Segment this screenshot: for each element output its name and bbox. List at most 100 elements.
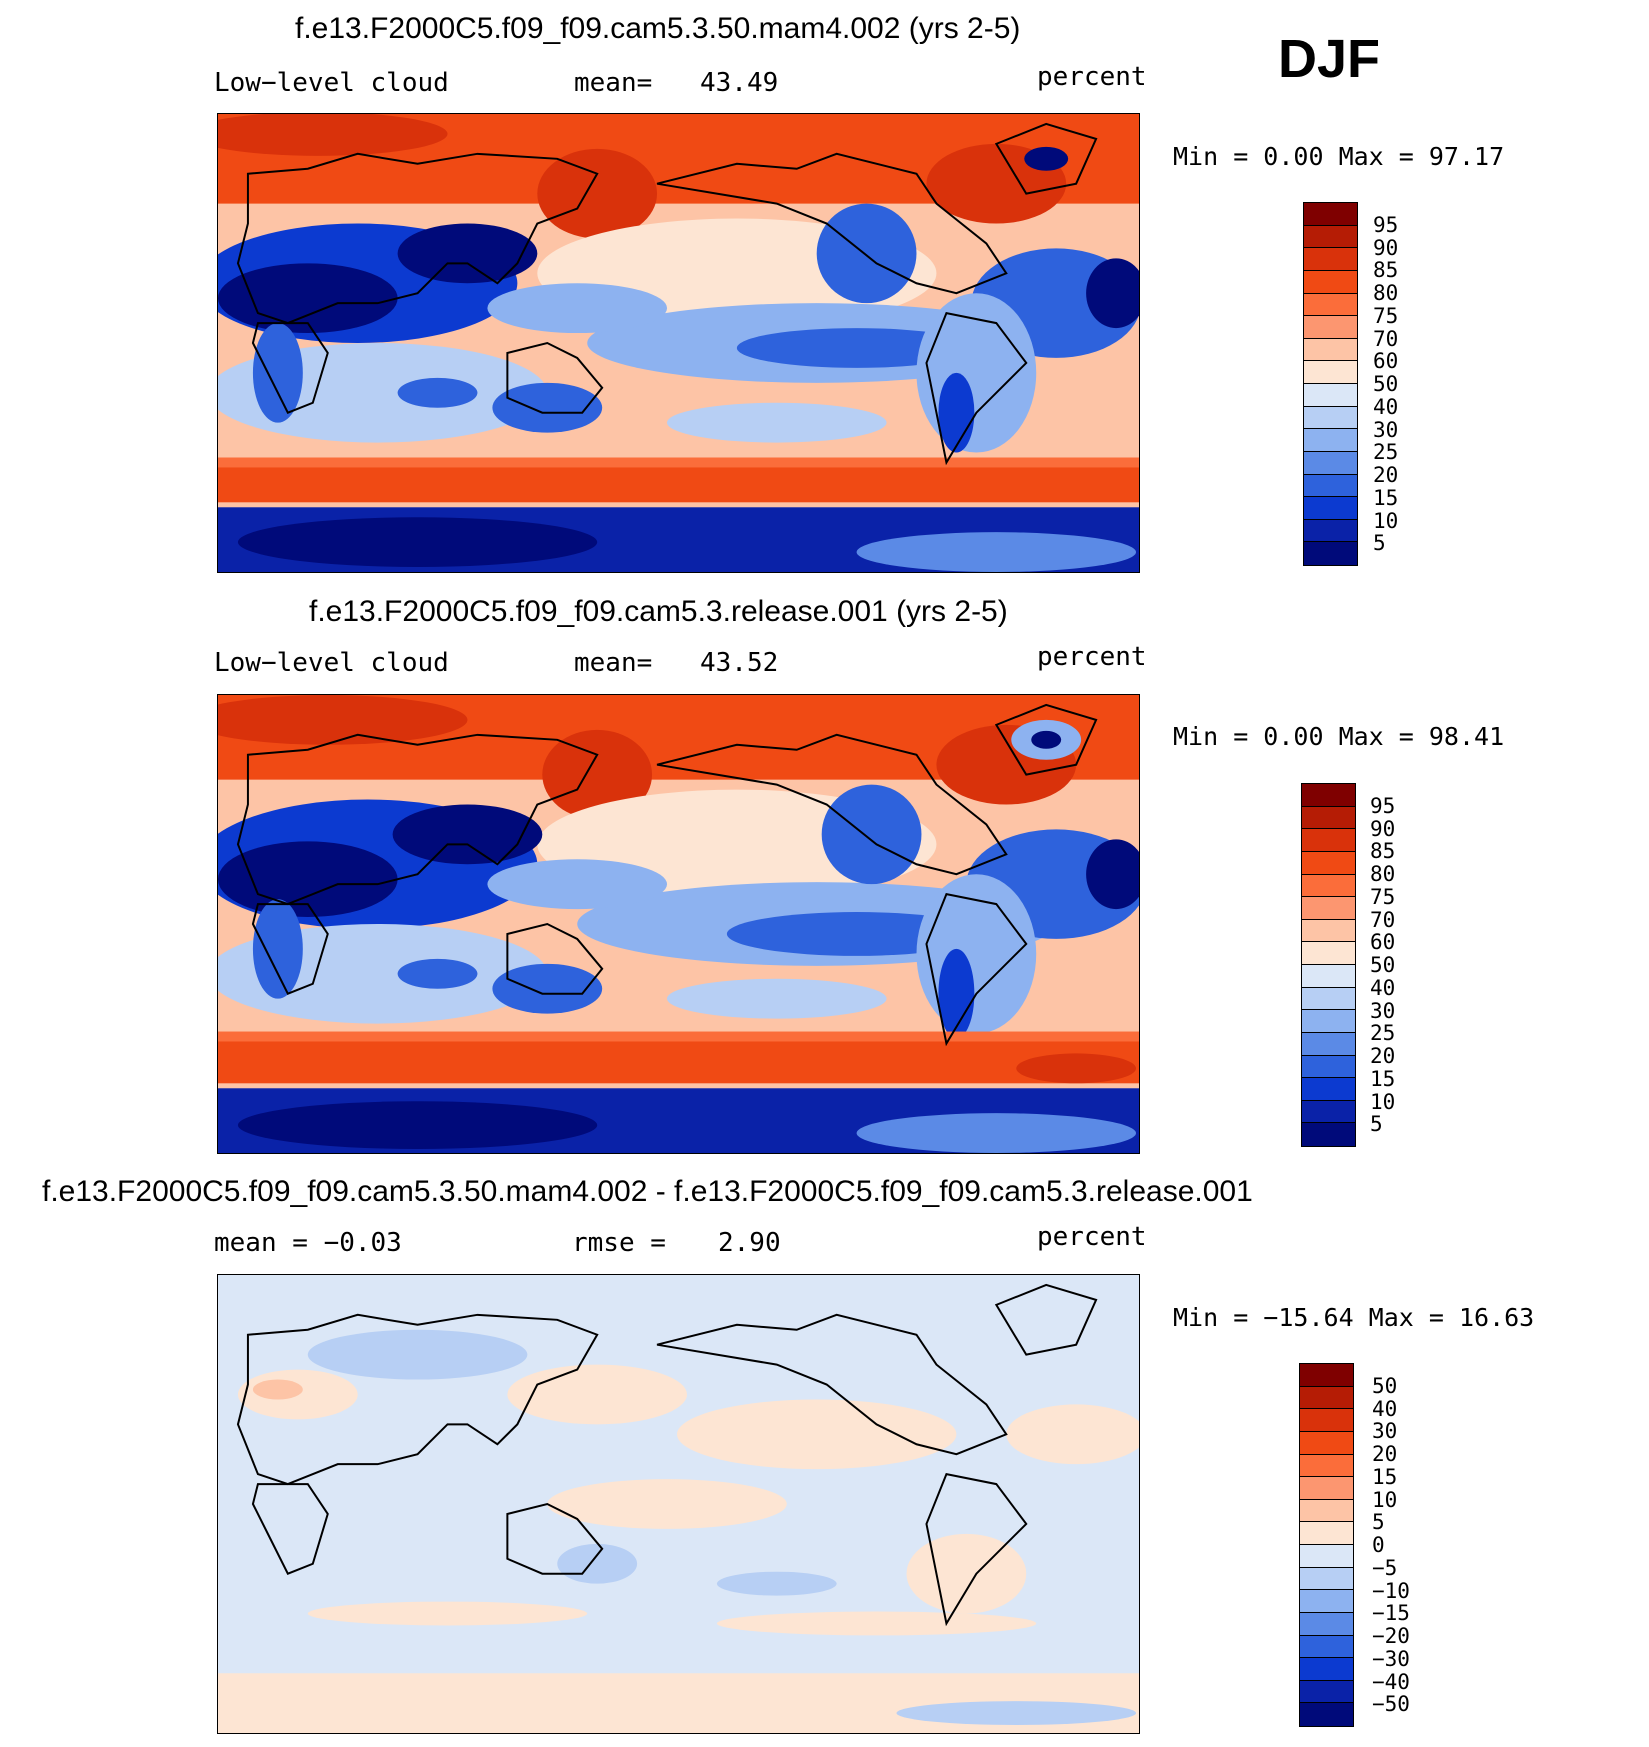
colorbar-swatch	[1300, 1703, 1353, 1726]
colorbar-swatch	[1300, 1658, 1353, 1681]
colorbar-swatch	[1300, 1680, 1353, 1704]
colorbar-label: 25	[1373, 440, 1399, 465]
colorbar-label: 25	[1370, 1021, 1396, 1046]
colorbar-label: 75	[1373, 303, 1399, 328]
colorbar-swatch	[1302, 1055, 1355, 1079]
colorbar-swatch	[1300, 1612, 1353, 1636]
panel-1-units: percent	[1037, 62, 1147, 92]
panel-2-mean-value: 43.52	[700, 648, 779, 678]
colorbar-label: 15	[1372, 1464, 1398, 1489]
colorbar-label: 30	[1372, 1419, 1398, 1444]
colorbar-label: 10	[1372, 1487, 1398, 1512]
colorbar-swatch	[1304, 361, 1357, 384]
colorbar-label: 60	[1370, 930, 1396, 955]
colorbar-label: 15	[1373, 485, 1399, 510]
colorbar-swatch	[1304, 338, 1357, 362]
colorbar-swatch	[1300, 1364, 1353, 1387]
colorbar-label: 40	[1373, 394, 1399, 419]
colorbar-label: 70	[1373, 326, 1399, 351]
colorbar-swatch	[1304, 203, 1357, 226]
colorbar-label: 80	[1373, 281, 1399, 305]
panel-3-rmse-value: 2.90	[718, 1228, 781, 1258]
colorbar-label: −50	[1372, 1692, 1410, 1717]
colorbar-swatch	[1304, 451, 1357, 475]
panel-3-units: percent	[1037, 1222, 1147, 1252]
panel-3-mean-label: mean = −0.03	[214, 1228, 402, 1258]
panel-1-map-field	[218, 114, 1139, 572]
colorbar-swatch	[1304, 270, 1357, 294]
colorbar-swatch	[1300, 1454, 1353, 1478]
colorbar-swatch	[1304, 542, 1357, 565]
panel-2-map-field	[218, 695, 1139, 1153]
colorbar-label: 40	[1370, 975, 1396, 1000]
panel-3-map-field	[218, 1275, 1139, 1733]
colorbar-label: 75	[1370, 884, 1396, 909]
colorbar-label: 50	[1370, 953, 1396, 977]
colorbar-label: 0	[1372, 1533, 1385, 1557]
colorbar-label: 50	[1373, 372, 1399, 396]
colorbar-label: 5	[1373, 531, 1386, 556]
colorbar-swatch	[1304, 519, 1357, 543]
panel-3-minmax: Min = −15.64 Max = 16.63	[1173, 1303, 1535, 1332]
colorbar-label: −10	[1372, 1578, 1410, 1603]
colorbar-label: 5	[1370, 1112, 1383, 1137]
colorbar-label: −15	[1372, 1601, 1410, 1626]
colorbar-label: 60	[1373, 349, 1399, 374]
colorbar-label: 20	[1373, 463, 1399, 487]
colorbar-swatch	[1302, 1123, 1355, 1146]
colorbar-label: 15	[1370, 1066, 1396, 1091]
colorbar-label: 40	[1372, 1396, 1398, 1421]
colorbar-swatch	[1300, 1499, 1353, 1523]
panel-1-title: f.e13.F2000C5.f09_f09.cam5.3.50.mam4.002…	[295, 12, 1021, 45]
colorbar-label: −20	[1372, 1624, 1410, 1648]
colorbar-swatch	[1302, 851, 1355, 875]
colorbar-swatch	[1302, 1032, 1355, 1056]
colorbar-label: −30	[1372, 1646, 1410, 1671]
colorbar-label: 30	[1370, 998, 1396, 1023]
colorbar-swatch	[1304, 406, 1357, 430]
colorbar-label: 90	[1370, 816, 1396, 841]
colorbar-label: 80	[1370, 862, 1396, 886]
colorbar-swatch	[1300, 1477, 1353, 1500]
colorbar-swatch	[1302, 829, 1355, 852]
colorbar-swatch	[1304, 293, 1357, 317]
panel-2-variable-label: Low−level cloud	[214, 648, 449, 678]
panel-3-rmse-label: rmse =	[572, 1228, 666, 1258]
colorbar-label: 30	[1373, 417, 1399, 442]
colorbar-label: 10	[1373, 508, 1399, 533]
colorbar-label: 90	[1373, 235, 1399, 260]
colorbar-label: 50	[1372, 1373, 1398, 1398]
panel-2-map	[217, 694, 1140, 1154]
colorbar-swatch	[1300, 1545, 1353, 1568]
colorbar-swatch	[1304, 384, 1357, 407]
panel-2-title: f.e13.F2000C5.f09_f09.cam5.3.release.001…	[309, 595, 1008, 628]
panel-1-mean-label: mean=	[574, 68, 653, 98]
colorbar-swatch	[1304, 248, 1357, 271]
panel-2-units: percent	[1037, 642, 1147, 672]
panel-2-colorbar	[1301, 783, 1356, 1147]
colorbar-swatch	[1302, 1100, 1355, 1124]
colorbar-label: 85	[1373, 258, 1399, 283]
panel-1-minmax: Min = 0.00 Max = 97.17	[1173, 142, 1505, 171]
colorbar-swatch	[1302, 874, 1355, 898]
colorbar-label: −5	[1372, 1555, 1398, 1580]
panel-1-mean-value: 43.49	[700, 68, 779, 98]
panel-2-mean-label: mean=	[574, 648, 653, 678]
colorbar-swatch	[1302, 897, 1355, 920]
panel-3-title: f.e13.F2000C5.f09_f09.cam5.3.50.mam4.002…	[42, 1175, 1253, 1208]
panel-1-variable-label: Low−level cloud	[214, 68, 449, 98]
panel-2-minmax: Min = 0.00 Max = 98.41	[1173, 722, 1505, 751]
colorbar-label: 70	[1370, 907, 1396, 932]
colorbar-swatch	[1302, 784, 1355, 807]
colorbar-swatch	[1302, 1010, 1355, 1033]
colorbar-swatch	[1304, 429, 1357, 452]
colorbar-label: 10	[1370, 1089, 1396, 1114]
colorbar-swatch	[1300, 1590, 1353, 1613]
colorbar-swatch	[1304, 497, 1357, 520]
panel-3-map	[217, 1274, 1140, 1734]
colorbar-label: 20	[1372, 1442, 1398, 1466]
colorbar-swatch	[1302, 1078, 1355, 1101]
colorbar-label: 5	[1372, 1510, 1385, 1535]
colorbar-swatch	[1300, 1431, 1353, 1455]
colorbar-swatch	[1300, 1635, 1353, 1659]
